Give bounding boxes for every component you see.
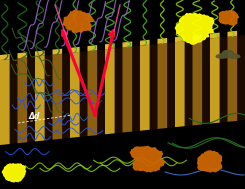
Polygon shape [219, 11, 238, 25]
Polygon shape [175, 13, 214, 44]
Polygon shape [35, 50, 45, 57]
Polygon shape [35, 55, 45, 141]
Polygon shape [17, 52, 27, 58]
Polygon shape [228, 31, 237, 37]
Polygon shape [193, 39, 202, 125]
Polygon shape [52, 49, 62, 55]
Polygon shape [175, 41, 185, 127]
Polygon shape [105, 43, 115, 49]
Polygon shape [2, 164, 26, 182]
Polygon shape [122, 46, 132, 132]
Polygon shape [158, 38, 167, 44]
Polygon shape [70, 47, 80, 53]
Polygon shape [210, 33, 220, 39]
Polygon shape [70, 52, 80, 138]
Polygon shape [175, 36, 185, 42]
Polygon shape [52, 54, 62, 140]
Polygon shape [0, 35, 245, 145]
Polygon shape [130, 146, 165, 172]
Polygon shape [63, 10, 93, 32]
Polygon shape [122, 42, 132, 47]
Polygon shape [210, 38, 220, 124]
Polygon shape [0, 59, 10, 145]
Polygon shape [0, 54, 10, 60]
Polygon shape [87, 50, 97, 136]
Polygon shape [193, 34, 202, 40]
Polygon shape [140, 40, 150, 46]
Polygon shape [198, 151, 222, 172]
Text: Δd: Δd [28, 112, 39, 121]
Polygon shape [87, 45, 97, 51]
Polygon shape [158, 43, 167, 129]
Polygon shape [140, 45, 150, 131]
Polygon shape [105, 48, 115, 134]
Polygon shape [228, 36, 237, 122]
Polygon shape [17, 57, 27, 143]
Polygon shape [216, 50, 240, 58]
